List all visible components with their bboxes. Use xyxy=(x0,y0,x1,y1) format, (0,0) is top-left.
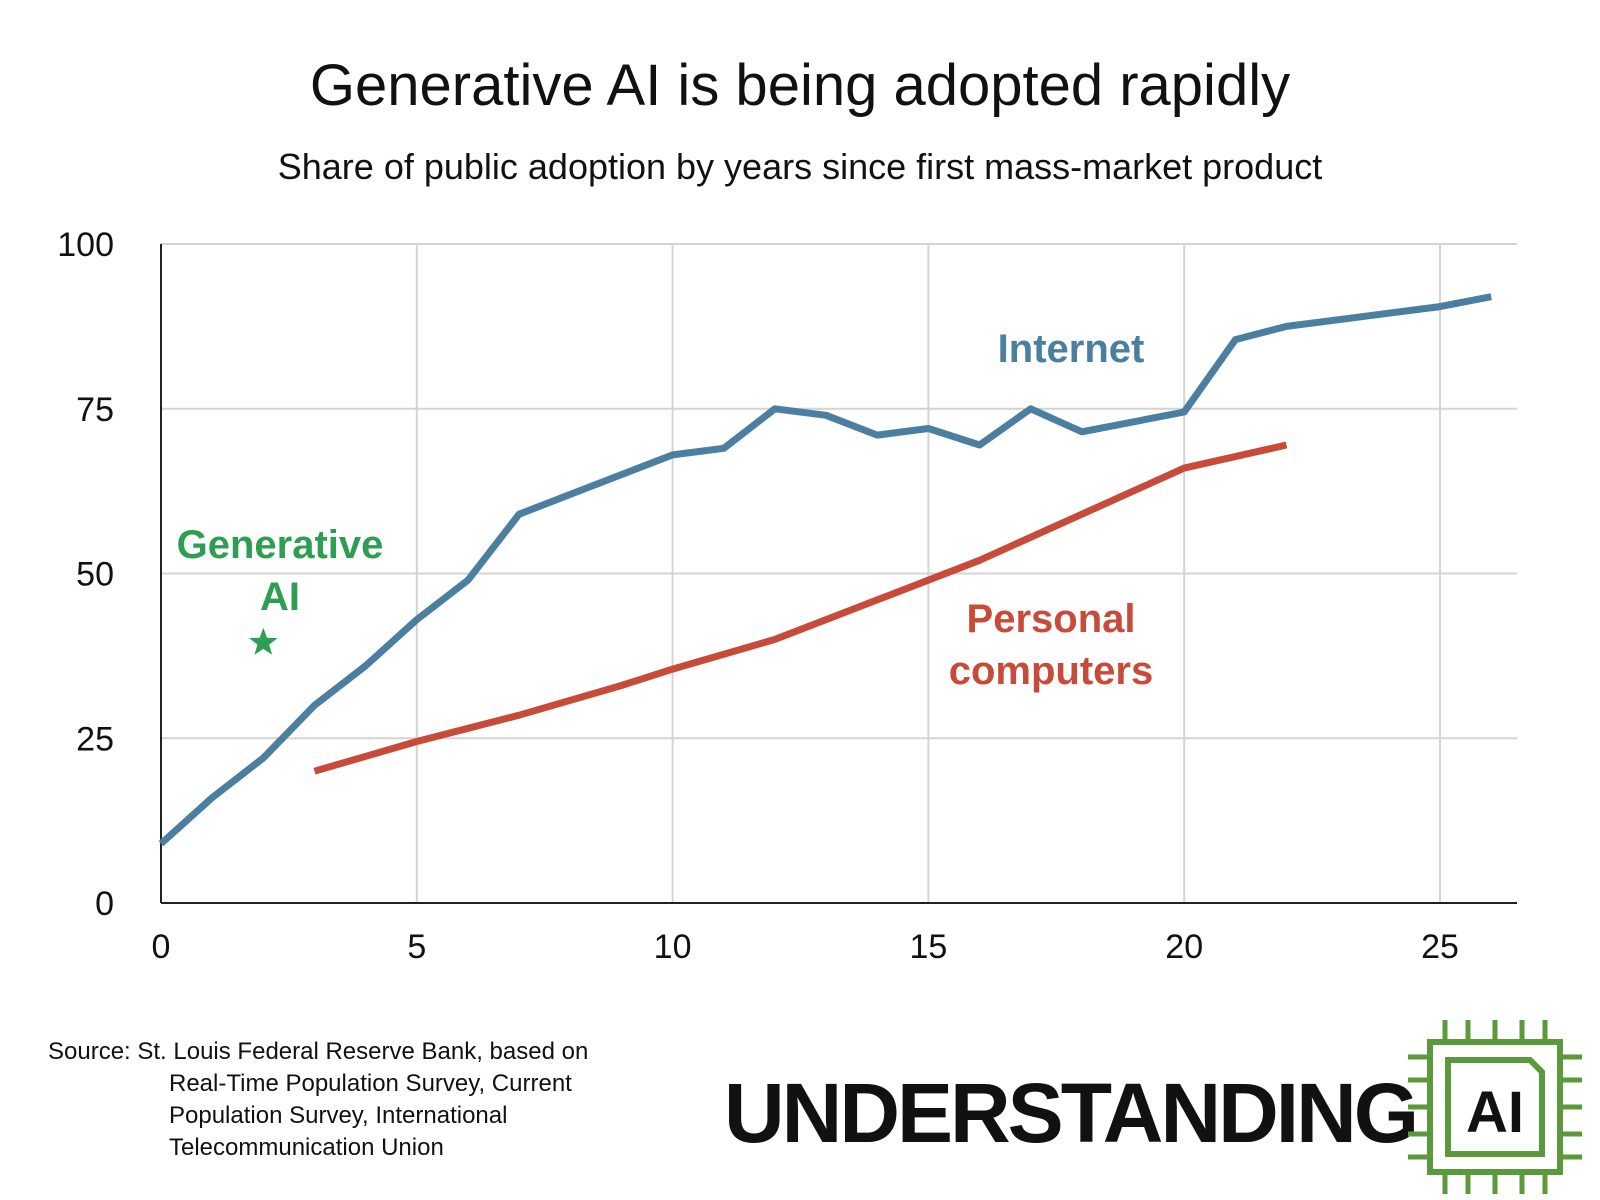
chip-body xyxy=(1427,1039,1563,1175)
chip-logo-text: AI xyxy=(1466,1080,1524,1145)
personal-computers-line xyxy=(313,441,1288,775)
generative-ai-label-line-2: AI xyxy=(260,575,300,619)
source-line-3: Population Survey, International xyxy=(169,1102,508,1129)
personal-computers-label-line-1: Personal xyxy=(967,597,1136,641)
chip-logo-icon: AI xyxy=(1408,1020,1582,1194)
x-tick-label: 20 xyxy=(1165,928,1203,966)
y-tick-label: 0 xyxy=(95,885,114,923)
x-tick-label: 15 xyxy=(909,928,947,966)
x-tick-label: 0 xyxy=(152,928,171,966)
y-tick-label: 100 xyxy=(57,226,114,264)
series-lines xyxy=(158,293,1492,847)
generative-ai-label-line-1: Generative xyxy=(177,523,384,567)
x-tick-label: 10 xyxy=(654,928,692,966)
x-tick-label: 25 xyxy=(1421,928,1459,966)
brand-wordmark: UNDERSTANDING xyxy=(724,1066,1419,1160)
x-tick-label: 5 xyxy=(407,928,426,966)
chart-subtitle: Share of public adoption by years since … xyxy=(277,146,1323,187)
axes: 0 25 50 75 100 0 5 10 15 20 25 xyxy=(57,226,1517,966)
chip-pins xyxy=(1408,1020,1582,1194)
grid-lines xyxy=(161,243,1517,903)
personal-computers-label-line-2: computers xyxy=(949,649,1154,693)
line-chart: 0 25 50 75 100 0 5 10 15 20 25 Internet Personal com… xyxy=(57,226,1517,966)
chart-title: Generative AI is being adopted rapidly xyxy=(309,53,1291,118)
source-line-4: Telecommunication Union xyxy=(169,1134,444,1161)
source-note: Source: St. Louis Federal Reserve Bank, … xyxy=(48,1036,668,1164)
y-tick-label: 25 xyxy=(76,720,114,758)
chip-inner xyxy=(1445,1057,1545,1157)
generative-ai-star-marker xyxy=(249,627,278,655)
internet-label: Internet xyxy=(998,327,1145,371)
y-tick-label: 50 xyxy=(76,556,114,594)
internet-line xyxy=(158,293,1492,847)
source-line-1: Source: St. Louis Federal Reserve Bank, … xyxy=(48,1038,589,1065)
source-line-2: Real-Time Population Survey, Current xyxy=(169,1070,572,1097)
y-tick-label: 75 xyxy=(76,391,114,429)
series-labels: Internet Personal computers Generative AI xyxy=(177,327,1154,693)
